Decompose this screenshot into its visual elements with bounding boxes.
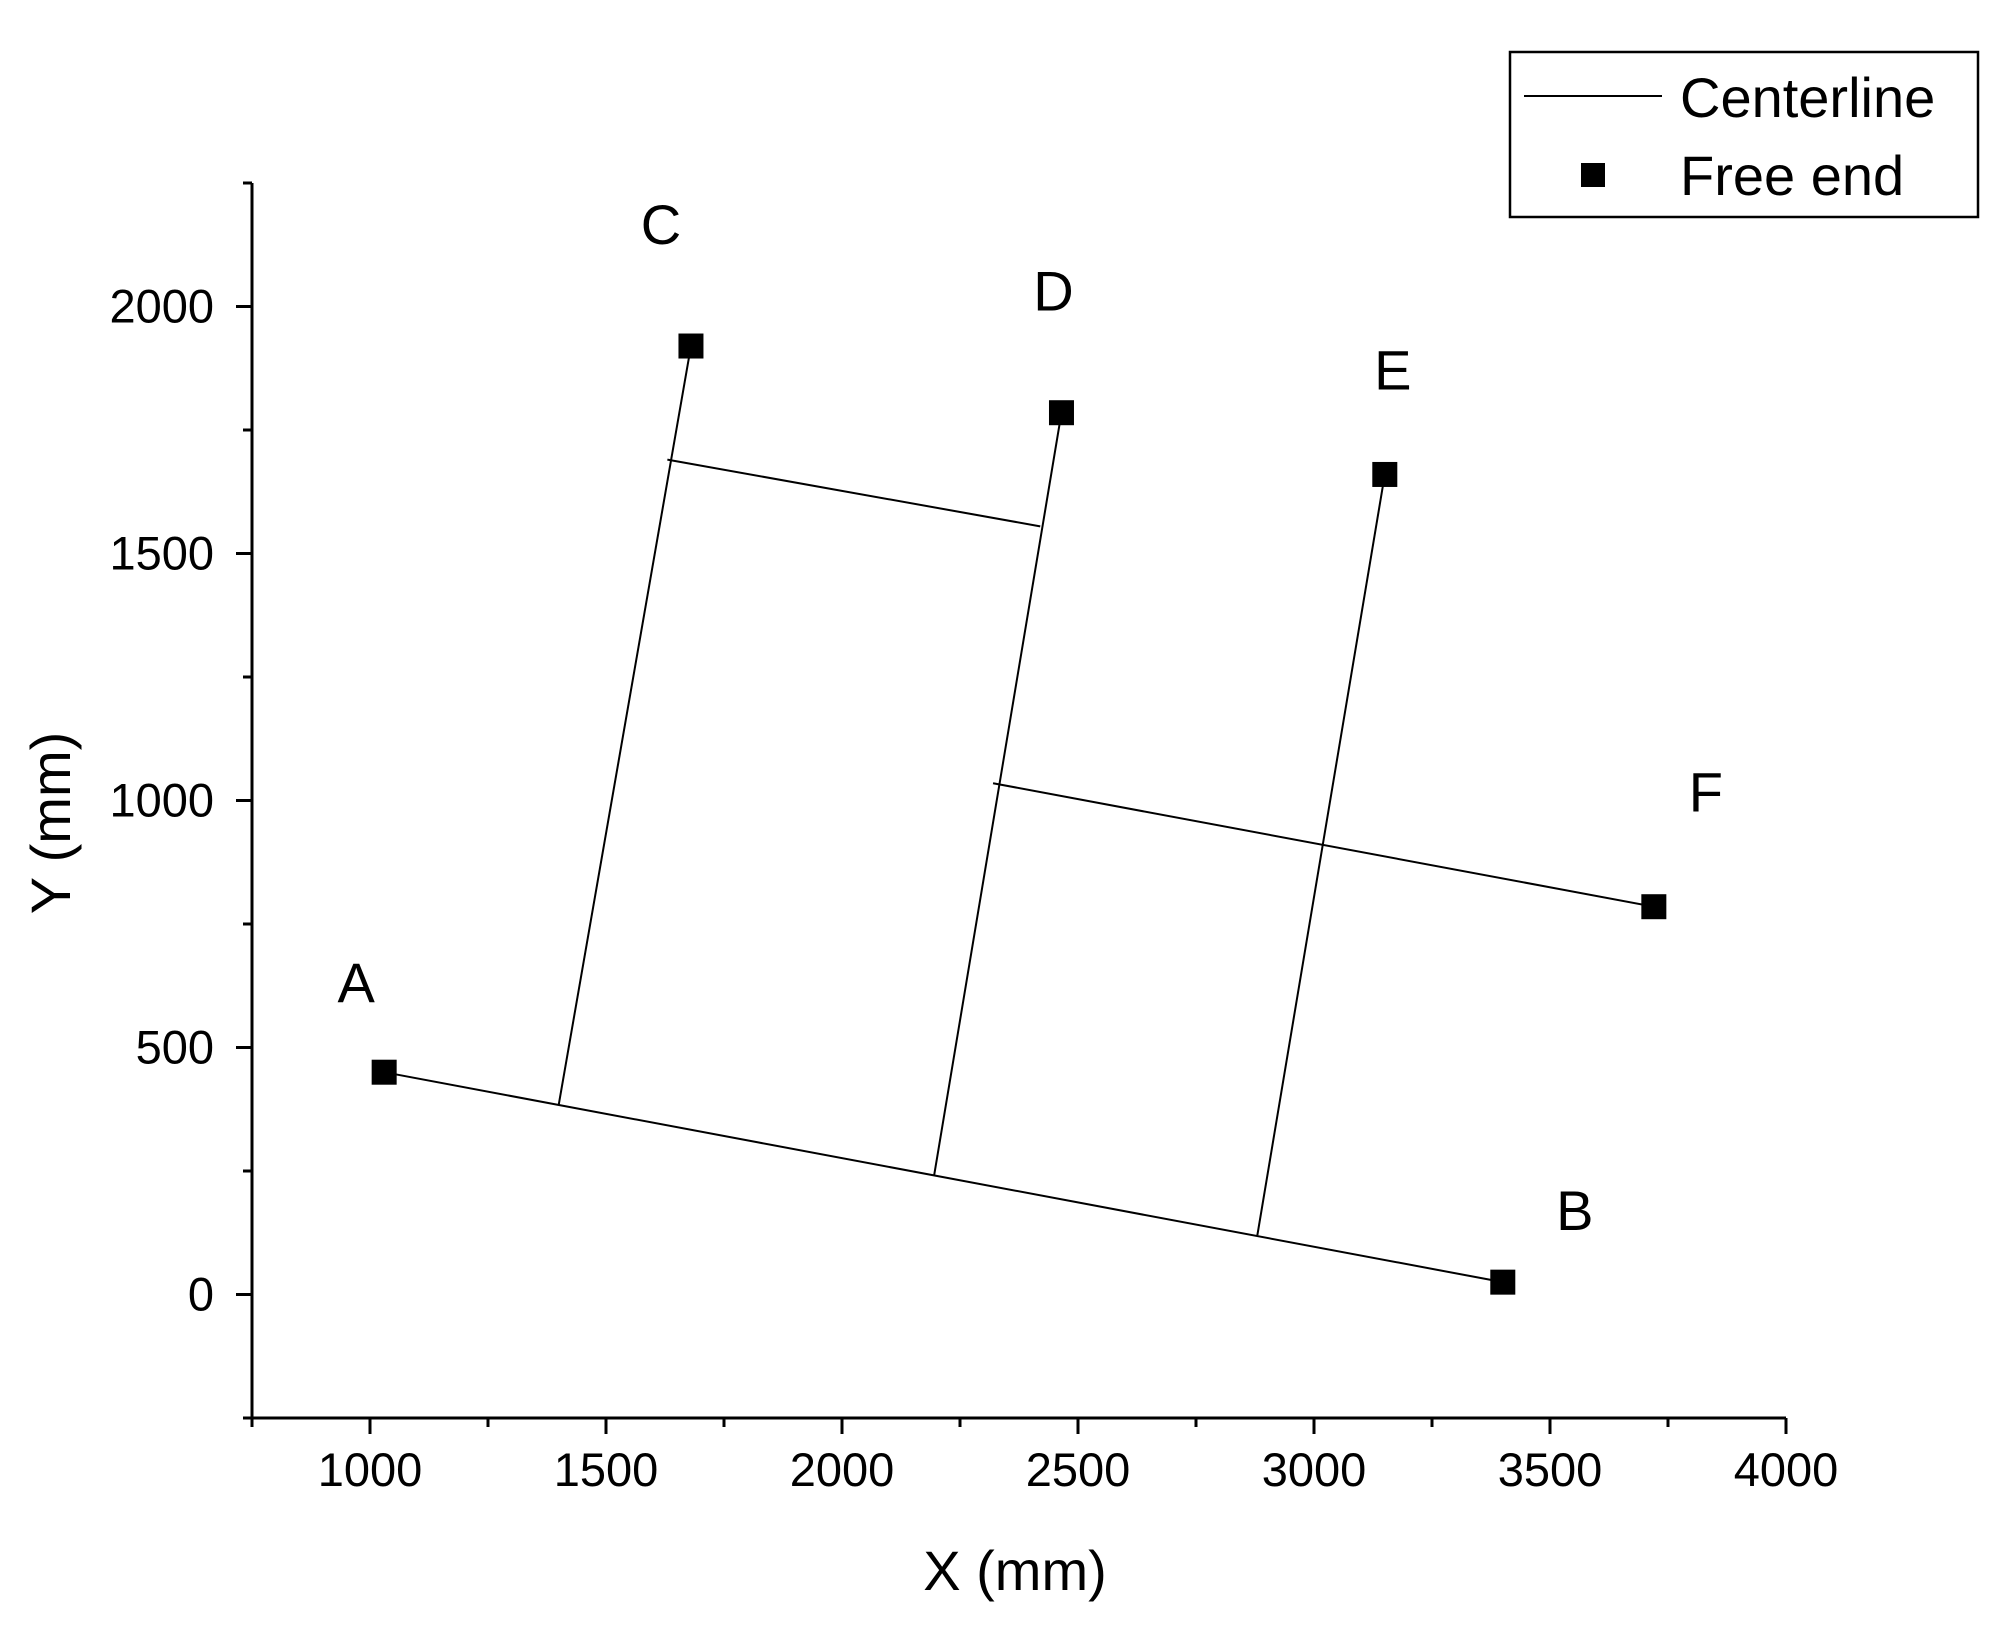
centerline-f xyxy=(992,782,1655,908)
centerline-e xyxy=(1256,474,1386,1236)
free-end-marker-c xyxy=(678,333,704,359)
free-end-marker-e xyxy=(1372,461,1398,487)
legend-centerline-label: Centerline xyxy=(1680,66,1935,129)
y-tick-label: 2000 xyxy=(109,280,214,333)
ticks: 1000 1500 2000 2500 3000 3500 4000 0 500 1000 1500… xyxy=(109,181,1839,1496)
point-label-d: D xyxy=(1033,260,1073,323)
x-tick-label: 3500 xyxy=(1498,1443,1603,1496)
free-end-marker-b xyxy=(1490,1269,1516,1295)
x-tick-label: 1000 xyxy=(318,1443,423,1496)
centerline-c xyxy=(557,345,692,1105)
centerline-c-d-link xyxy=(667,458,1041,528)
point-label-c: C xyxy=(641,193,681,256)
free-end-marker-a xyxy=(371,1059,397,1085)
x-tick-label: 2000 xyxy=(790,1443,895,1496)
y-axis-title: Y (mm) xyxy=(19,732,82,915)
x-tick-label: 1500 xyxy=(554,1443,659,1496)
point-label-b: B xyxy=(1556,1179,1593,1242)
free-end-markers xyxy=(371,333,1667,1295)
point-label-f: F xyxy=(1689,761,1723,824)
free-end-marker-d xyxy=(1048,400,1074,426)
x-tick-label: 4000 xyxy=(1734,1443,1839,1496)
legend-box xyxy=(1508,50,1980,219)
y-tick-label: 0 xyxy=(188,1268,214,1321)
free-end-marker-f xyxy=(1641,894,1667,920)
y-tick-label: 1000 xyxy=(109,774,214,827)
point-label-a: A xyxy=(337,951,375,1014)
x-tick-label: 2500 xyxy=(1026,1443,1131,1496)
x-axis-title: X (mm) xyxy=(923,1539,1107,1602)
y-tick-label: 500 xyxy=(136,1021,214,1074)
centerline-a-b xyxy=(383,1071,1503,1284)
legend-free-end-swatch xyxy=(1581,163,1605,187)
legend: Centerline Free end xyxy=(1508,50,1980,219)
point-label-e: E xyxy=(1374,338,1411,401)
centerlines xyxy=(383,345,1655,1284)
centerline-d xyxy=(933,412,1063,1177)
point-labels: A B C D E F xyxy=(337,193,1722,1242)
x-tick-label: 3000 xyxy=(1262,1443,1367,1496)
y-tick-label: 1500 xyxy=(109,527,214,580)
legend-free-end-label: Free end xyxy=(1680,144,1904,207)
